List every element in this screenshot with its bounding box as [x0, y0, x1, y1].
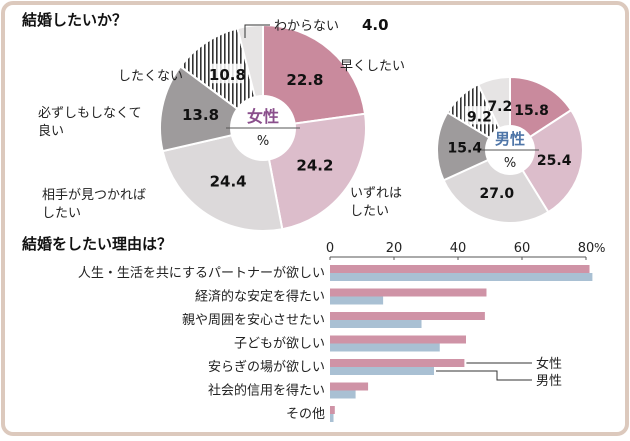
pie-value-label: 10.8	[209, 66, 246, 84]
bar-male	[330, 414, 334, 422]
category-label: 子どもが欲しい	[234, 336, 325, 352]
bar-male	[330, 320, 422, 328]
label-wakaranai-value: 4.0	[362, 16, 389, 34]
bar-male	[330, 296, 384, 305]
pie-value-label: 15.8	[514, 103, 549, 119]
x-unit: %	[594, 241, 605, 255]
center-unit: %	[257, 134, 269, 149]
x-tick-label: 0	[326, 241, 334, 256]
bar-female	[330, 382, 369, 391]
center-label: 女性	[247, 107, 279, 126]
pie-value-label: 24.4	[210, 173, 247, 191]
female-pie: 22.8 24.2 24.4 13.8 10.8 女性%	[159, 23, 367, 232]
bar-female	[330, 335, 466, 344]
male-pie: 15.8 25.4 27.0 15.4 9.27.2 男性%	[436, 75, 584, 224]
pie-title: 結婚したいか？	[22, 11, 127, 29]
label-shitakunai: したくない	[118, 69, 183, 84]
label-hayaku: 早くしたい	[340, 59, 405, 74]
bar-chart: 0 20 40 60 80 % 人生・生活を共にするパートナーが欲しい経済的な安定を得たい親…	[78, 241, 605, 422]
x-tick-label: 60	[514, 241, 531, 256]
x-tick-label: 80	[578, 241, 595, 256]
legend-leader-male	[436, 370, 532, 381]
legend-female: 女性	[536, 356, 562, 372]
legend-male: 男性	[536, 374, 562, 389]
bar-male	[330, 273, 593, 281]
label-izure-1: いずれは	[350, 186, 402, 201]
wakaranai-leader	[244, 24, 270, 38]
bar-female	[330, 288, 487, 297]
category-label: 安らぎの場が欲しい	[208, 359, 325, 375]
pie-value-label: 15.4	[448, 140, 483, 156]
pie-slice	[262, 23, 367, 130]
pie-value-label: 24.2	[296, 156, 333, 174]
label-izure-2: したい	[350, 204, 389, 219]
bar-female	[330, 359, 465, 367]
bar-male	[330, 343, 440, 352]
x-tick-label: 40	[450, 241, 467, 256]
label-wakaranai: わからない	[274, 19, 339, 34]
label-kanarazu-1: 必ずしもしなくて	[38, 106, 142, 121]
pie-slice	[442, 148, 550, 224]
center-unit: %	[504, 156, 516, 171]
pie-value-label: 22.8	[286, 71, 323, 89]
category-label: 人生・生活を共にするパートナーが欲しい	[78, 265, 325, 281]
label-aite-2: したい	[42, 206, 81, 221]
bar-male	[330, 367, 434, 375]
pie-slice	[508, 108, 584, 214]
category-label: その他	[286, 407, 325, 422]
center-label: 男性	[495, 130, 525, 148]
bar-male	[330, 390, 356, 399]
value-label-bg	[464, 106, 495, 125]
pie-value-label: 25.4	[537, 153, 572, 169]
bar-female	[330, 265, 590, 273]
category-label: 親や周囲を安心させたい	[182, 313, 325, 328]
label-kanarazu-2: 良い	[38, 123, 64, 139]
bar-title: 結婚をしたい理由は？	[22, 235, 172, 253]
pie-slice	[436, 111, 513, 182]
pie-value-label: 13.8	[182, 106, 219, 124]
bar-female	[330, 312, 485, 320]
category-label: 社会的信用を得たい	[208, 383, 325, 399]
category-label: 経済的な安定を得たい	[195, 289, 325, 305]
x-tick-label: 20	[386, 241, 403, 256]
label-aite-1: 相手が見つかれば	[42, 188, 146, 203]
pie-value-label: 7.2	[487, 99, 512, 115]
pie-value-label: 9.2	[467, 110, 492, 126]
pie-value-label: 27.0	[480, 186, 515, 202]
value-label-bg	[211, 63, 244, 84]
bar-female	[330, 406, 335, 414]
